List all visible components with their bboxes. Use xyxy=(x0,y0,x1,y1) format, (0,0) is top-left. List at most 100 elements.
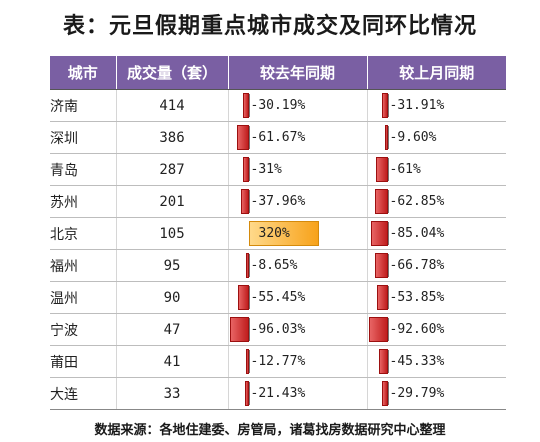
mom-bar xyxy=(374,189,388,214)
yoy-cell: -21.43% xyxy=(228,377,368,410)
yoy-bar xyxy=(244,381,249,406)
header-city: 城市 xyxy=(50,56,117,90)
mom-bar xyxy=(384,125,388,150)
mom-zero-axis xyxy=(387,94,389,117)
yoy-label: -55.45% xyxy=(250,290,306,305)
mom-bar xyxy=(378,349,388,374)
mom-zero-axis xyxy=(387,318,389,341)
yoy-zero-axis xyxy=(248,382,250,405)
table-title: 表：元旦假期重点城市成交及同环比情况 xyxy=(62,14,477,39)
mom-zero-axis xyxy=(387,190,389,213)
mom-label: -9.60% xyxy=(389,130,437,145)
volume-cell: 386 xyxy=(116,121,229,154)
mom-cell: -66.78% xyxy=(367,249,506,282)
city-cell: 福州 xyxy=(50,249,117,282)
yoy-label: 320% xyxy=(258,226,290,241)
mom-label: -45.33% xyxy=(389,354,445,369)
city-cell: 宁波 xyxy=(50,313,117,346)
yoy-bar xyxy=(237,285,249,310)
table-row: 青岛 287 -31% -61% xyxy=(50,153,506,186)
header-volume: 成交量（套） xyxy=(116,56,229,90)
data-table: 城市 成交量（套） 较去年同期 较上月同期 济南 414 -30.19% -31.91… xyxy=(50,56,506,410)
mom-zero-axis xyxy=(387,126,389,149)
mom-cell: -9.60% xyxy=(367,121,506,154)
volume-cell: 90 xyxy=(116,281,229,314)
table-row: 福州 95 -8.65% -66.78% xyxy=(50,249,506,282)
volume-cell: 41 xyxy=(116,345,229,378)
yoy-label: -37.96% xyxy=(250,194,306,209)
table-row: 莆田 41 -12.77% -45.33% xyxy=(50,345,506,378)
city-cell: 莆田 xyxy=(50,345,117,378)
yoy-zero-axis xyxy=(248,254,250,277)
mom-cell: -29.79% xyxy=(367,377,506,410)
mom-cell: -31.91% xyxy=(367,89,506,122)
volume-cell: 47 xyxy=(116,313,229,346)
mom-zero-axis xyxy=(387,254,389,277)
yoy-cell: -61.67% xyxy=(228,121,368,154)
yoy-bar xyxy=(245,253,249,278)
mom-bar xyxy=(381,93,388,118)
header-yoy: 较去年同期 xyxy=(228,56,368,90)
mom-bar xyxy=(381,381,388,406)
mom-bar xyxy=(370,221,388,246)
volume-cell: 201 xyxy=(116,185,229,218)
yoy-bar xyxy=(229,317,249,342)
city-cell: 深圳 xyxy=(50,121,117,154)
mom-label: -53.85% xyxy=(389,290,445,305)
header-mom: 较上月同期 xyxy=(367,56,506,90)
yoy-bar xyxy=(245,349,249,374)
city-cell: 大连 xyxy=(50,377,117,410)
mom-cell: -45.33% xyxy=(367,345,506,378)
yoy-label: -30.19% xyxy=(250,98,306,113)
volume-cell: 287 xyxy=(116,153,229,186)
yoy-cell: -37.96% xyxy=(228,185,368,218)
mom-label: -29.79% xyxy=(389,386,445,401)
volume-cell: 105 xyxy=(116,217,229,250)
mom-zero-axis xyxy=(387,350,389,373)
yoy-bar xyxy=(242,157,249,182)
mom-label: -31.91% xyxy=(389,98,445,113)
city-cell: 苏州 xyxy=(50,185,117,218)
mom-bar xyxy=(375,157,388,182)
yoy-cell: -96.03% xyxy=(228,313,368,346)
city-cell: 温州 xyxy=(50,281,117,314)
city-cell: 青岛 xyxy=(50,153,117,186)
mom-bar xyxy=(374,253,388,278)
yoy-label: -31% xyxy=(250,162,282,177)
yoy-zero-axis xyxy=(248,318,250,341)
yoy-zero-axis xyxy=(248,126,250,149)
city-cell: 北京 xyxy=(50,217,117,250)
volume-cell: 33 xyxy=(116,377,229,410)
volume-cell: 414 xyxy=(116,89,229,122)
mom-cell: -92.60% xyxy=(367,313,506,346)
yoy-label: -12.77% xyxy=(250,354,306,369)
yoy-zero-axis xyxy=(248,350,250,373)
table-row: 宁波 47 -96.03% -92.60% xyxy=(50,313,506,346)
mom-label: -62.85% xyxy=(389,194,445,209)
city-cell: 济南 xyxy=(50,89,117,122)
mom-zero-axis xyxy=(387,286,389,309)
mom-cell: -62.85% xyxy=(367,185,506,218)
table-row: 大连 33 -21.43% -29.79% xyxy=(50,377,506,410)
table-row: 北京 105 320% -85.04% xyxy=(50,217,506,250)
mom-bar xyxy=(376,285,388,310)
yoy-cell: -12.77% xyxy=(228,345,368,378)
mom-cell: -85.04% xyxy=(367,217,506,250)
table-row: 深圳 386 -61.67% -9.60% xyxy=(50,121,506,154)
yoy-bar xyxy=(242,93,249,118)
yoy-zero-axis xyxy=(248,94,250,117)
yoy-cell: -55.45% xyxy=(228,281,368,314)
yoy-label: -8.65% xyxy=(250,258,298,273)
mom-zero-axis xyxy=(387,382,389,405)
mom-label: -61% xyxy=(389,162,421,177)
yoy-bar xyxy=(236,125,249,150)
yoy-cell: -30.19% xyxy=(228,89,368,122)
table-body: 济南 414 -30.19% -31.91% 深圳 386 -61.67% -9.60% 青岛 2… xyxy=(50,89,506,410)
volume-cell: 95 xyxy=(116,249,229,282)
yoy-cell: 320% xyxy=(228,217,368,250)
mom-label: -92.60% xyxy=(389,322,445,337)
yoy-bar xyxy=(248,221,319,246)
mom-zero-axis xyxy=(387,158,389,181)
table-row: 苏州 201 -37.96% -62.85% xyxy=(50,185,506,218)
mom-label: -85.04% xyxy=(389,226,445,241)
